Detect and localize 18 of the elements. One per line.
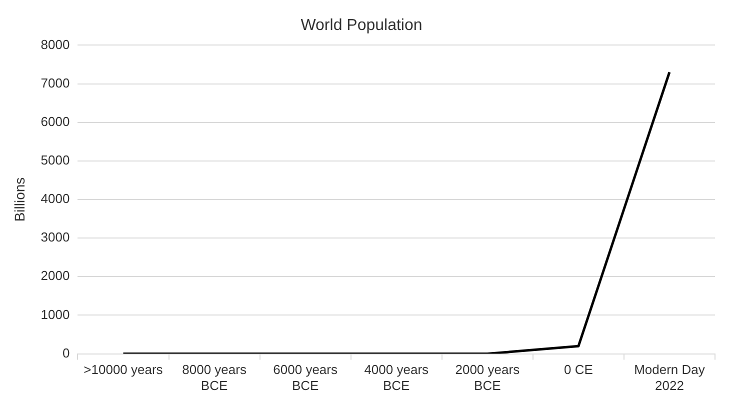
- x-tick-label: 4000 years BCE: [364, 362, 430, 393]
- y-tick-label: 2000: [40, 268, 70, 284]
- y-tick-label: 0: [62, 345, 70, 360]
- x-tick-label: 0 CE: [564, 362, 594, 378]
- y-tick-label: 5000: [40, 152, 70, 168]
- chart-title: World Population: [300, 17, 422, 34]
- x-tick-label: 2000 years BCE: [455, 362, 520, 393]
- y-tick-label: 3000: [40, 230, 70, 245]
- x-tick-label: 8000 years BCE: [182, 362, 247, 393]
- y-tick-label: 1000: [40, 306, 70, 322]
- y-tick-label: 8000: [40, 36, 70, 52]
- x-tick-label: >10000 years: [84, 362, 164, 378]
- y-axis-title: Billions: [11, 177, 28, 222]
- y-tick-label: 4000: [40, 191, 70, 206]
- y-tick-label: 6000: [40, 114, 70, 129]
- x-tick-label: Modern Day 2022: [634, 362, 706, 393]
- y-tick-label: 7000: [40, 75, 70, 90]
- x-tick-label: 6000 years BCE: [273, 362, 338, 393]
